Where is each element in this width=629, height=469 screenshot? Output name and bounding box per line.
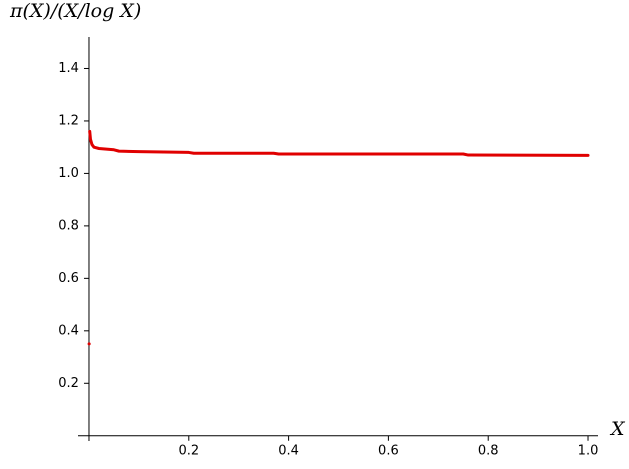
x-tick-label: 0.4 xyxy=(278,443,299,458)
x-tick-label: 1.0 xyxy=(578,443,599,458)
data-line xyxy=(87,129,590,346)
y-tick-label: 1.2 xyxy=(58,113,79,128)
y-tick-label: 1.0 xyxy=(58,166,79,181)
x-axis-label: X xyxy=(609,418,626,440)
y-tick-label: 1.4 xyxy=(58,61,79,76)
y-tick-label: 0.8 xyxy=(58,218,79,233)
y-tick-label: 0.4 xyxy=(58,323,79,338)
x-tick-label: 0.6 xyxy=(378,443,399,458)
y-tick-label: 0.2 xyxy=(58,376,79,391)
y-axis-label: π(X)/(X/log X) xyxy=(9,0,141,22)
y-tick-label: 0.6 xyxy=(58,271,79,286)
x-tick-label: 0.2 xyxy=(178,443,199,458)
x-tick-label: 0.8 xyxy=(478,443,499,458)
